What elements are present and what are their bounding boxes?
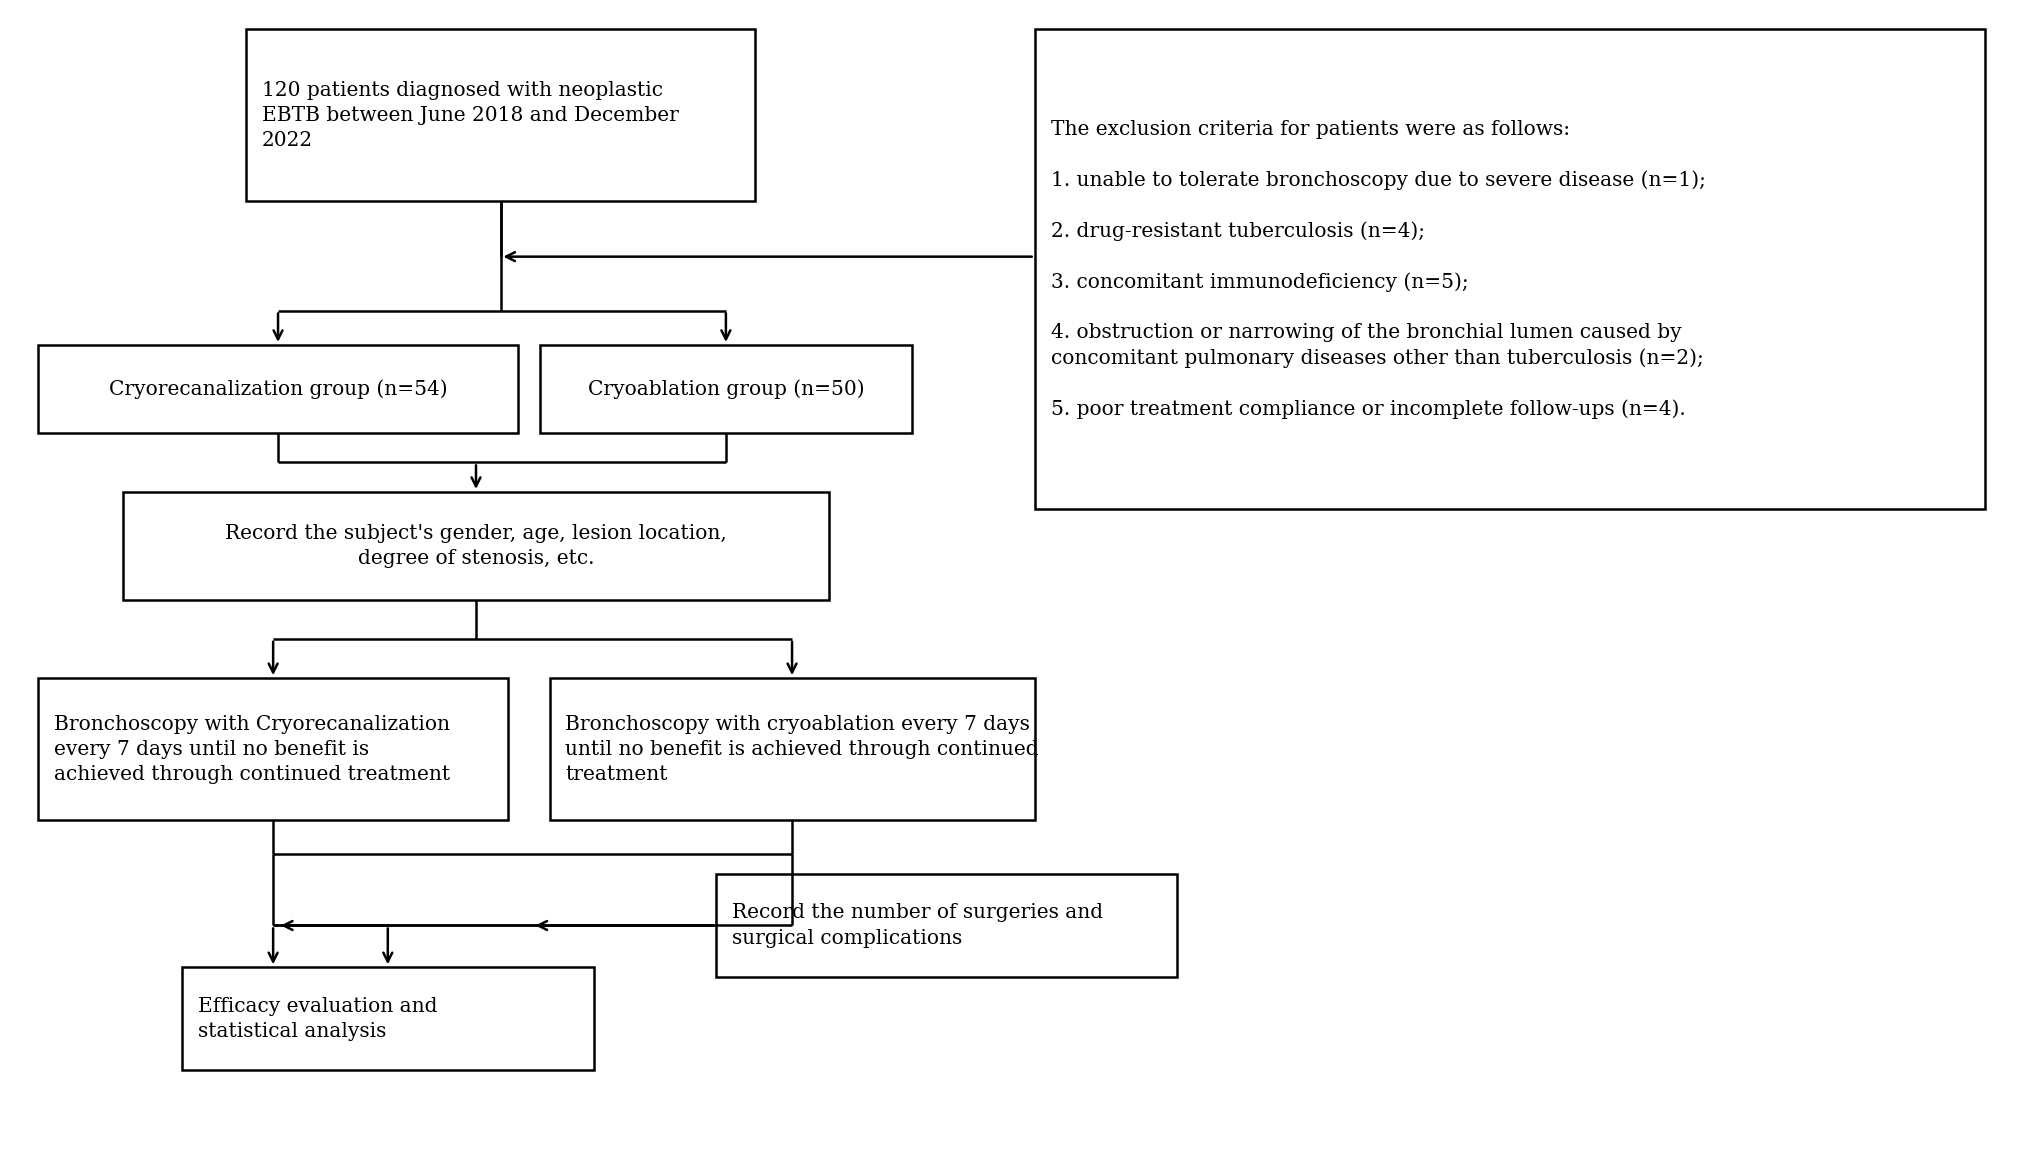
- Text: Bronchoscopy with cryoablation every 7 days
until no benefit is achieved through: Bronchoscopy with cryoablation every 7 d…: [566, 714, 1039, 784]
- FancyBboxPatch shape: [540, 345, 911, 433]
- FancyBboxPatch shape: [246, 29, 755, 200]
- Text: The exclusion criteria for patients were as follows:

1. unable to tolerate bron: The exclusion criteria for patients were…: [1050, 120, 1705, 418]
- FancyBboxPatch shape: [1035, 29, 1985, 509]
- FancyBboxPatch shape: [39, 678, 508, 820]
- Text: 120 patients diagnosed with neoplastic
EBTB between June 2018 and December
2022: 120 patients diagnosed with neoplastic E…: [262, 80, 678, 149]
- Text: Record the number of surgeries and
surgical complications: Record the number of surgeries and surgi…: [733, 904, 1102, 947]
- FancyBboxPatch shape: [183, 967, 593, 1069]
- FancyBboxPatch shape: [550, 678, 1035, 820]
- FancyBboxPatch shape: [717, 874, 1177, 977]
- Text: Cryoablation group (n=50): Cryoablation group (n=50): [587, 379, 865, 398]
- Text: Cryorecanalization group (n=54): Cryorecanalization group (n=54): [110, 379, 447, 398]
- Text: Record the subject's gender, age, lesion location,
degree of stenosis, etc.: Record the subject's gender, age, lesion…: [225, 524, 727, 567]
- Text: Efficacy evaluation and
statistical analysis: Efficacy evaluation and statistical anal…: [197, 996, 436, 1040]
- FancyBboxPatch shape: [39, 345, 518, 433]
- FancyBboxPatch shape: [124, 492, 828, 600]
- Text: Bronchoscopy with Cryorecanalization
every 7 days until no benefit is
achieved t: Bronchoscopy with Cryorecanalization eve…: [55, 714, 451, 784]
